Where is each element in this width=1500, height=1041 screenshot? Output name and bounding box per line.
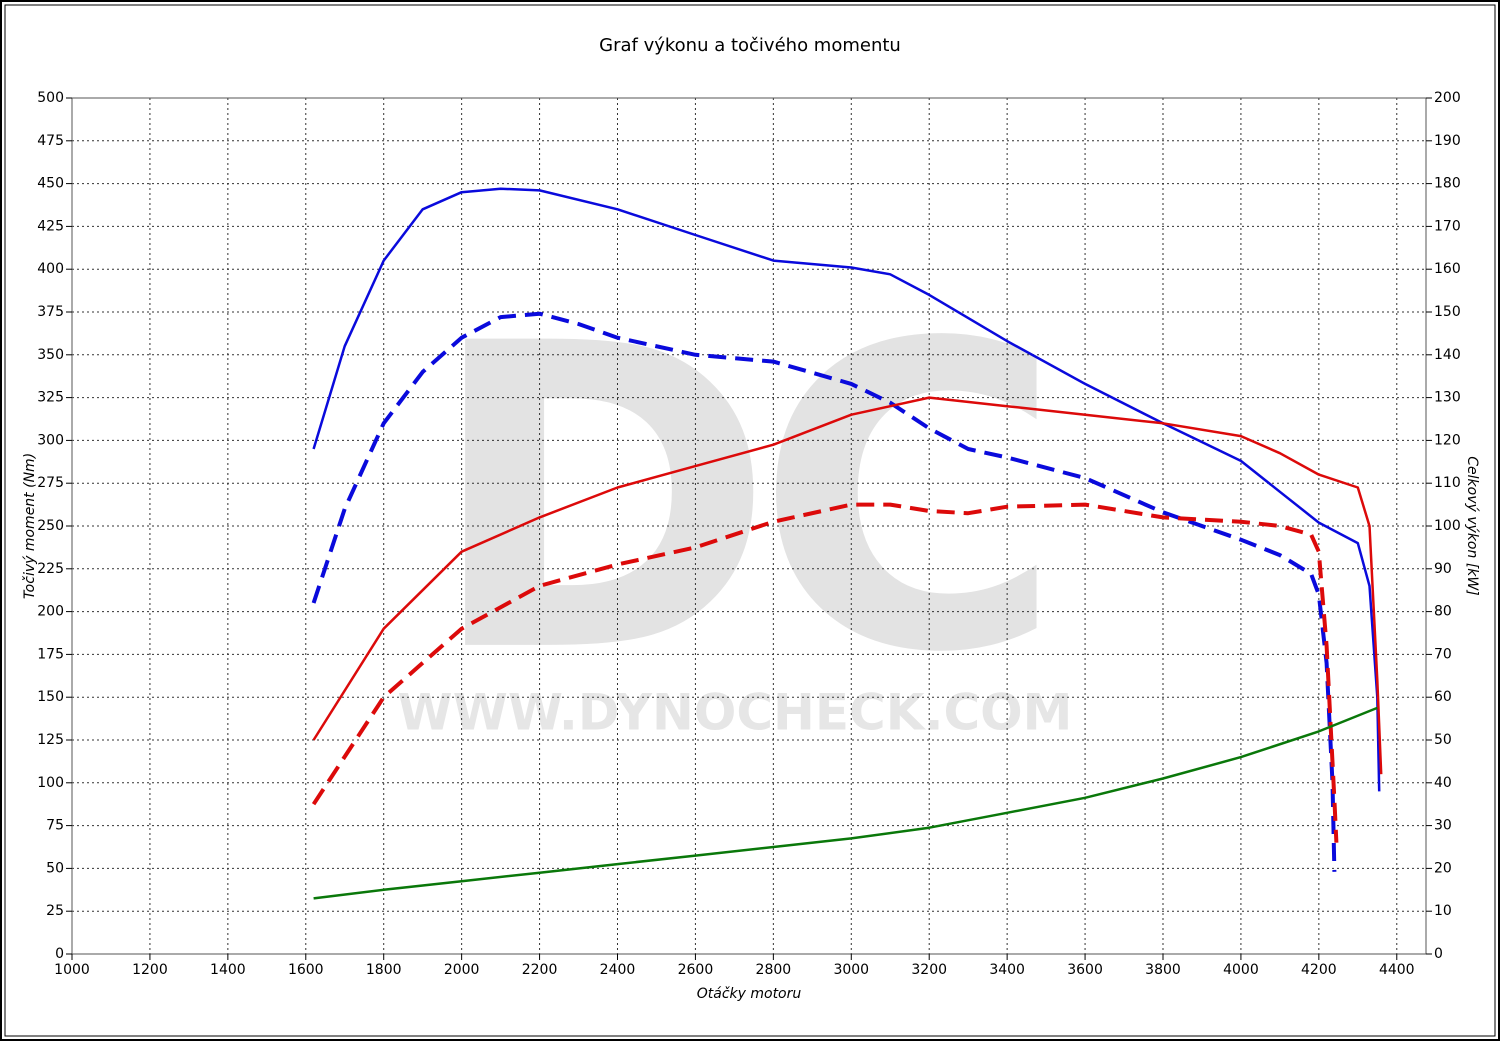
x-tick-label: 1600 [288, 962, 324, 978]
watermark: DC [427, 256, 1044, 745]
x-tick-label: 2800 [756, 962, 792, 978]
y2-tick-label: 60 [1434, 689, 1452, 705]
y-tick-label: 500 [37, 90, 64, 106]
y-tick-label: 100 [37, 775, 64, 791]
y-tick-label: 475 [37, 133, 64, 149]
x-tick-label: 2200 [522, 962, 558, 978]
y-tick-label: 375 [37, 304, 64, 320]
y2-tick-label: 90 [1434, 561, 1452, 577]
x-tick-label: 2600 [678, 962, 714, 978]
y2-tick-label: 110 [1434, 475, 1461, 491]
y2-tick-label: 130 [1434, 390, 1461, 406]
y2-tick-label: 50 [1434, 732, 1452, 748]
y-tick-label: 200 [37, 604, 64, 620]
x-tick-label: 2000 [444, 962, 480, 978]
x-tick-label: 3000 [833, 962, 869, 978]
series-line [312, 187, 1381, 792]
y-tick-label: 450 [37, 176, 64, 192]
x-tick-label: 3800 [1145, 962, 1181, 978]
x-axis-label: Otáčky motoru [697, 986, 802, 1002]
y-tick-label: 400 [37, 261, 64, 277]
y2-tick-label: 100 [1434, 518, 1461, 534]
series-line [312, 396, 1383, 775]
y2-axis-label: Celkový výkon [kW] [1464, 456, 1480, 595]
x-tick-label: 4400 [1379, 962, 1415, 978]
y-tick-label: 250 [37, 518, 64, 534]
y2-tick-label: 120 [1434, 432, 1461, 448]
y2-tick-label: 180 [1434, 176, 1461, 192]
x-tick-label: 3200 [911, 962, 947, 978]
y2-tick-label: 0 [1434, 946, 1443, 962]
y2-tick-label: 10 [1434, 903, 1452, 919]
y-tick-label: 300 [37, 432, 64, 448]
y-tick-label: 50 [46, 860, 64, 876]
x-tick-label: 1800 [366, 962, 402, 978]
y2-tick-label: 190 [1434, 133, 1461, 149]
chart-title: Graf výkonu a točivého momentu [599, 35, 901, 56]
y-tick-label: 275 [37, 475, 64, 491]
watermark-url: WWW.DYNOCHECK.COM [398, 684, 1073, 742]
y2-tick-label: 200 [1434, 90, 1461, 106]
y2-tick-label: 30 [1434, 818, 1452, 834]
x-tick-label: 1400 [210, 962, 246, 978]
y-tick-label: 225 [37, 561, 64, 577]
x-tick-label: 1000 [54, 962, 90, 978]
frame-inner [4, 4, 1496, 1037]
y2-tick-label: 160 [1434, 261, 1461, 277]
series-line [313, 706, 1378, 900]
y2-tick-label: 20 [1434, 860, 1452, 876]
y2-tick-label: 150 [1434, 304, 1461, 320]
y-tick-label: 0 [55, 946, 64, 962]
x-tick-label: 3600 [1067, 962, 1103, 978]
x-tick-label: 2400 [600, 962, 636, 978]
y2-tick-label: 140 [1434, 347, 1461, 363]
y-axis-label: Točivý moment (Nm) [22, 453, 38, 599]
y-tick-label: 75 [46, 818, 64, 834]
y2-tick-label: 40 [1434, 775, 1452, 791]
x-tick-label: 4000 [1223, 962, 1259, 978]
y-tick-label: 150 [37, 689, 64, 705]
y2-tick-label: 70 [1434, 646, 1452, 662]
y-tick-label: 125 [37, 732, 64, 748]
y-tick-label: 175 [37, 646, 64, 662]
x-tick-label: 1200 [132, 962, 168, 978]
x-tick-label: 3400 [989, 962, 1025, 978]
series-line [311, 502, 1339, 843]
y-tick-label: 325 [37, 390, 64, 406]
y2-tick-label: 170 [1434, 218, 1461, 234]
y2-tick-label: 80 [1434, 604, 1452, 620]
x-tick-label: 4200 [1301, 962, 1337, 978]
y-tick-label: 425 [37, 218, 64, 234]
y-tick-label: 25 [46, 903, 64, 919]
y-tick-label: 350 [37, 347, 64, 363]
series-line [311, 311, 1337, 872]
